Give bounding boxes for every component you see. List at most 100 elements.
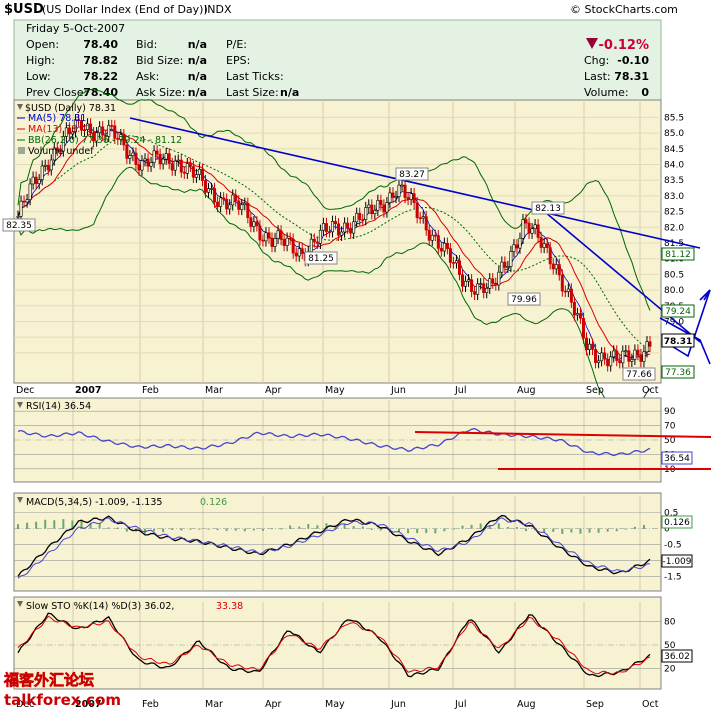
candle-body bbox=[539, 237, 543, 248]
macd-histogram bbox=[17, 519, 645, 534]
candle-body bbox=[503, 261, 507, 268]
pe-label: P/E: bbox=[226, 38, 247, 51]
candle-body bbox=[49, 159, 53, 171]
month-label: Feb bbox=[142, 385, 159, 396]
candle-body bbox=[421, 216, 425, 219]
candle-body bbox=[16, 216, 20, 218]
price-tick-label: 81.5 bbox=[664, 239, 684, 249]
macd-hist-bar bbox=[325, 523, 328, 529]
macd-hist-bar bbox=[461, 525, 464, 529]
month-label: Mar bbox=[205, 385, 223, 396]
price-legend: $USD (Daily) 78.31 MA(5) 78.31 MA(13) 78… bbox=[17, 103, 182, 157]
month-label: Jun bbox=[390, 385, 406, 396]
month-label: Oct bbox=[642, 385, 659, 396]
macd-hist-bar bbox=[44, 519, 47, 529]
candle-body bbox=[110, 125, 114, 127]
osc-tick-label: 80 bbox=[664, 618, 676, 628]
candle-body bbox=[294, 252, 298, 257]
candle-body bbox=[182, 171, 186, 174]
candle-body bbox=[439, 248, 443, 252]
macd-hist-bar bbox=[506, 526, 509, 529]
osc-tick-label: 50 bbox=[664, 641, 676, 651]
price-tick-label: 85.5 bbox=[664, 113, 684, 123]
candle-body bbox=[203, 180, 207, 193]
sto-collapse-icon bbox=[17, 601, 23, 607]
chg-value: -0.10 bbox=[617, 54, 649, 67]
candle-body bbox=[418, 217, 422, 220]
macd-hist-bar bbox=[407, 528, 410, 534]
candle-body bbox=[146, 158, 150, 167]
candle-body bbox=[479, 283, 483, 285]
candle-body bbox=[67, 127, 71, 135]
candle-body bbox=[584, 337, 588, 350]
candle-body bbox=[116, 138, 120, 140]
candle-body bbox=[73, 119, 77, 133]
candle-body bbox=[261, 239, 265, 242]
candle-body bbox=[485, 288, 489, 293]
macd-hist-bar bbox=[543, 528, 546, 533]
annotation-82-13: 82.13 bbox=[535, 204, 561, 214]
annotation-82-35: 82.35 bbox=[6, 221, 32, 231]
open-value: 78.40 bbox=[83, 38, 118, 51]
candle-body bbox=[542, 243, 546, 248]
candle-body bbox=[337, 223, 341, 236]
description: (US Dollar Index (End of Day)) bbox=[42, 3, 208, 16]
candle-body bbox=[415, 202, 419, 219]
candle-body bbox=[467, 279, 471, 282]
macd-hist-bar bbox=[225, 528, 228, 531]
price-tick-label: 82.5 bbox=[664, 208, 684, 218]
macd-hist-bar bbox=[89, 523, 92, 529]
candle-body bbox=[464, 280, 468, 287]
candle-body bbox=[158, 153, 162, 165]
candle-body bbox=[134, 152, 138, 165]
high-value: 78.82 bbox=[83, 54, 118, 67]
candle-body bbox=[231, 194, 235, 206]
candle-body bbox=[131, 152, 135, 156]
month-label: Oct bbox=[642, 699, 659, 710]
candle-body bbox=[630, 359, 634, 362]
candle-body bbox=[551, 263, 555, 270]
candle-body bbox=[515, 244, 519, 249]
osc-tick-label: 70 bbox=[664, 422, 676, 432]
sto-value-tag bbox=[661, 649, 693, 663]
macd-hist-bar bbox=[35, 521, 38, 529]
annotation-81-25: 81.25 bbox=[308, 254, 334, 264]
candle-body bbox=[216, 201, 220, 207]
month-label: Jun bbox=[390, 699, 406, 710]
candle-body bbox=[107, 125, 111, 137]
candle-body bbox=[533, 224, 537, 230]
candle-body bbox=[406, 197, 410, 200]
candle-body bbox=[219, 197, 223, 207]
candle-body bbox=[527, 222, 531, 234]
candle-body bbox=[578, 313, 582, 319]
candle-body bbox=[600, 352, 604, 362]
candle-body bbox=[312, 238, 316, 243]
macd-hist-bar bbox=[552, 528, 555, 532]
candle-body bbox=[536, 224, 540, 238]
candle-body bbox=[98, 126, 102, 133]
osc-tick-label: 50 bbox=[664, 436, 676, 446]
candle-body bbox=[185, 163, 189, 174]
candle-body bbox=[89, 123, 93, 133]
month-label: Apr bbox=[265, 699, 282, 710]
candle-body bbox=[104, 134, 108, 137]
macd-hist-bar bbox=[189, 528, 192, 530]
candle-body bbox=[361, 219, 365, 221]
candle-body bbox=[291, 238, 295, 254]
macd-hist-bar bbox=[379, 528, 382, 531]
price-panel bbox=[13, 99, 662, 384]
volume-label: Volume: bbox=[584, 86, 629, 99]
candle-body bbox=[606, 358, 610, 367]
candle-body bbox=[563, 290, 567, 293]
candle-body bbox=[188, 163, 192, 167]
candle-body bbox=[545, 243, 549, 248]
legend-ma13: MA(13) 78.43 bbox=[28, 124, 92, 135]
candle-body bbox=[491, 278, 495, 284]
candle-body bbox=[615, 350, 619, 361]
macd-hist-bar bbox=[515, 527, 518, 529]
legend-volume-swatch bbox=[18, 147, 25, 154]
price-grid bbox=[14, 100, 661, 383]
macd-value-tag bbox=[661, 554, 693, 568]
month-axis: Dec 2007 Feb Mar Apr May Jun Jul Aug Sep Oct bbox=[16, 385, 659, 396]
price-tick-label: 84.0 bbox=[664, 161, 684, 171]
